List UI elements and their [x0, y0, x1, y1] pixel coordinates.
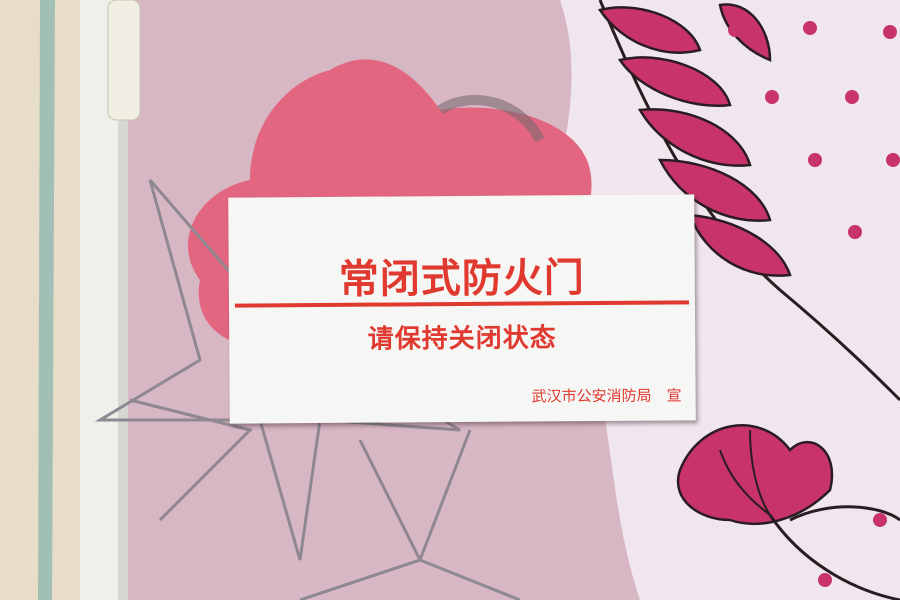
fire-door-sign: 常闭式防火门 请保持关闭状态 武汉市公安消防局 宣 [228, 194, 696, 424]
sign-issuer: 武汉市公安消防局 宣 [531, 386, 682, 406]
sign-subtitle: 请保持关闭状态 [367, 323, 557, 355]
door-hinge [107, 0, 141, 121]
polka-dots [728, 21, 900, 587]
wall-paint-streak [38, 0, 55, 600]
flower-shadow [437, 95, 545, 143]
star-outline-bottom [299, 429, 521, 600]
star-outline-edge [129, 398, 253, 522]
magenta-leaves [597, 3, 792, 277]
door-frame-shadow [118, 0, 128, 600]
sign-title: 常闭式防火门 [338, 255, 585, 303]
bottom-flower [676, 424, 900, 600]
